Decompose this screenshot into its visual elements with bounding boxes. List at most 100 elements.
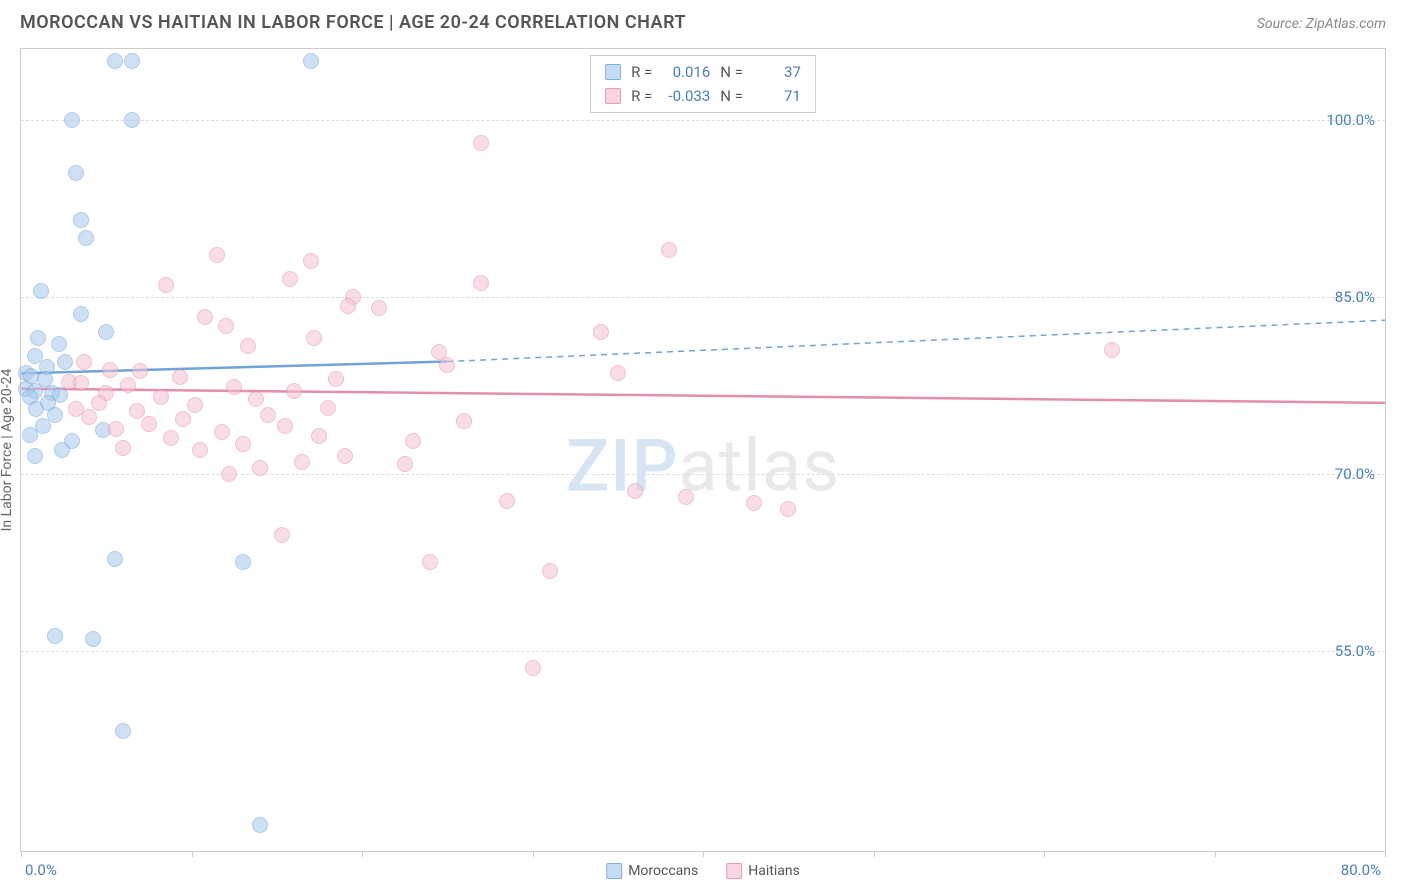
data-point	[115, 440, 131, 456]
data-point	[47, 407, 63, 423]
data-point	[76, 354, 92, 370]
data-point	[81, 409, 97, 425]
data-point	[129, 403, 145, 419]
data-point	[28, 401, 44, 417]
x-tick	[21, 851, 22, 857]
data-point	[85, 631, 101, 647]
legend-label-moroccans: Moroccans	[628, 863, 698, 879]
watermark: ZIPatlas	[566, 424, 840, 509]
data-point	[320, 400, 336, 416]
data-point	[35, 418, 51, 434]
data-point	[340, 298, 356, 314]
data-point	[187, 397, 203, 413]
data-point	[30, 330, 46, 346]
data-point	[73, 212, 89, 228]
chart-header: MOROCCAN VS HAITIAN IN LABOR FORCE | AGE…	[0, 0, 1406, 41]
data-point	[158, 277, 174, 293]
data-point	[405, 433, 421, 449]
data-point	[51, 336, 67, 352]
data-point	[209, 247, 225, 263]
x-tick	[874, 851, 875, 857]
data-point	[132, 363, 148, 379]
y-axis-label: In Labor Force | Age 20-24	[0, 369, 15, 532]
gridline-h	[21, 120, 1385, 121]
data-point	[197, 309, 213, 325]
swatch-moroccans	[605, 64, 621, 80]
data-point	[661, 242, 677, 258]
swatch-haitians	[605, 88, 621, 104]
data-point	[33, 283, 49, 299]
y-tick-label: 55.0%	[1335, 642, 1375, 660]
data-point	[91, 395, 107, 411]
data-point	[627, 483, 643, 499]
x-tick	[1215, 851, 1216, 857]
data-point	[240, 338, 256, 354]
data-point	[286, 383, 302, 399]
chart-title: MOROCCAN VS HAITIAN IN LABOR FORCE | AGE…	[20, 12, 686, 33]
data-point	[153, 389, 169, 405]
data-point	[542, 563, 558, 579]
data-point	[303, 253, 319, 269]
data-point	[124, 53, 140, 69]
data-point	[124, 112, 140, 128]
data-point	[22, 427, 38, 443]
data-point	[593, 324, 609, 340]
data-point	[525, 660, 541, 676]
data-point	[192, 442, 208, 458]
data-point	[68, 165, 84, 181]
data-point	[277, 418, 293, 434]
data-point	[107, 551, 123, 567]
y-tick-label: 100.0%	[1326, 111, 1375, 129]
y-tick-label: 85.0%	[1335, 288, 1375, 306]
data-point	[1104, 342, 1120, 358]
data-point	[120, 377, 136, 393]
data-point	[226, 379, 242, 395]
data-point	[746, 495, 762, 511]
stats-row-moroccans: R =0.016 N =37	[605, 60, 801, 84]
legend-label-haitians: Haitians	[748, 863, 800, 879]
data-point	[57, 354, 73, 370]
legend-item-haitians: Haitians	[726, 863, 800, 879]
data-point	[499, 493, 515, 509]
x-axis-min-label: 0.0%	[25, 861, 57, 879]
data-point	[175, 411, 191, 427]
data-point	[214, 424, 230, 440]
stats-row-haitians: R =-0.033 N =71	[605, 84, 801, 108]
data-point	[73, 306, 89, 322]
legend-swatch-moroccans	[606, 863, 622, 879]
plot-region: ZIPatlas 55.0%70.0%85.0%100.0%	[21, 49, 1385, 851]
data-point	[102, 362, 118, 378]
trend-lines	[21, 49, 1385, 851]
data-point	[473, 275, 489, 291]
data-point	[678, 489, 694, 505]
data-point	[54, 442, 70, 458]
data-point	[64, 112, 80, 128]
gridline-h	[21, 651, 1385, 652]
data-point	[439, 357, 455, 373]
data-point	[73, 375, 89, 391]
data-point	[397, 456, 413, 472]
data-point	[282, 271, 298, 287]
data-point	[107, 53, 123, 69]
data-point	[221, 466, 237, 482]
x-tick	[533, 851, 534, 857]
data-point	[371, 300, 387, 316]
data-point	[235, 436, 251, 452]
chart-source: Source: ZipAtlas.com	[1257, 16, 1386, 32]
data-point	[78, 230, 94, 246]
data-point	[218, 318, 234, 334]
data-point	[98, 324, 114, 340]
x-axis-max-label: 80.0%	[1341, 861, 1381, 879]
data-point	[274, 527, 290, 543]
data-point	[47, 628, 63, 644]
x-tick	[703, 851, 704, 857]
stats-legend-box: R =0.016 N =37 R =-0.033 N =71	[590, 55, 816, 113]
data-point	[780, 501, 796, 517]
data-point	[260, 407, 276, 423]
data-point	[252, 460, 268, 476]
data-point	[328, 371, 344, 387]
data-point	[235, 554, 251, 570]
data-point	[115, 723, 131, 739]
x-tick	[1044, 851, 1045, 857]
data-point	[252, 817, 268, 833]
